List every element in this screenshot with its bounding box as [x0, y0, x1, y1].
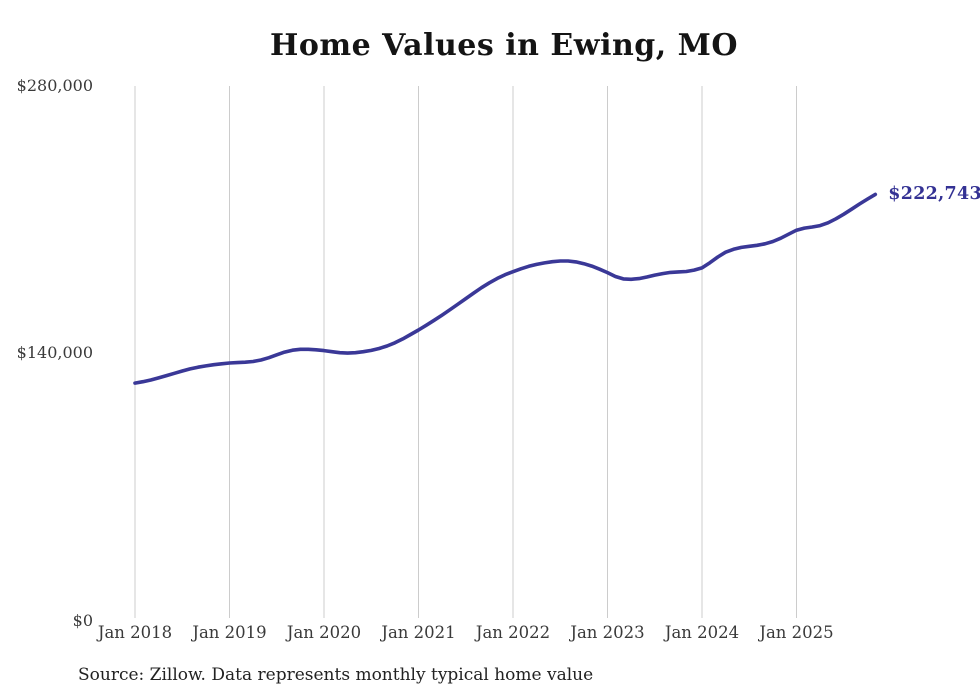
x-tick-label: Jan 2021: [381, 623, 456, 642]
chart-title: Home Values in Ewing, MO: [270, 28, 738, 63]
x-tick-label: Jan 2018: [97, 623, 173, 642]
x-tick-label: Jan 2023: [570, 623, 645, 642]
x-tick-label: Jan 2019: [192, 623, 267, 642]
x-tick-label: Jan 2025: [759, 623, 834, 642]
x-tick-label: Jan 2020: [286, 623, 362, 642]
y-tick-label: $280,000: [16, 75, 93, 95]
y-tick-label: $140,000: [16, 343, 93, 362]
home-value-line: [133, 192, 878, 385]
x-tick-label: Jan 2022: [475, 623, 551, 642]
source-note: Source: Zillow. Data represents monthly …: [78, 665, 594, 685]
latest-value-label: $222,743: [888, 184, 980, 205]
y-tick-label: $0: [72, 610, 93, 630]
x-tick-label: Jan 2024: [664, 623, 740, 642]
